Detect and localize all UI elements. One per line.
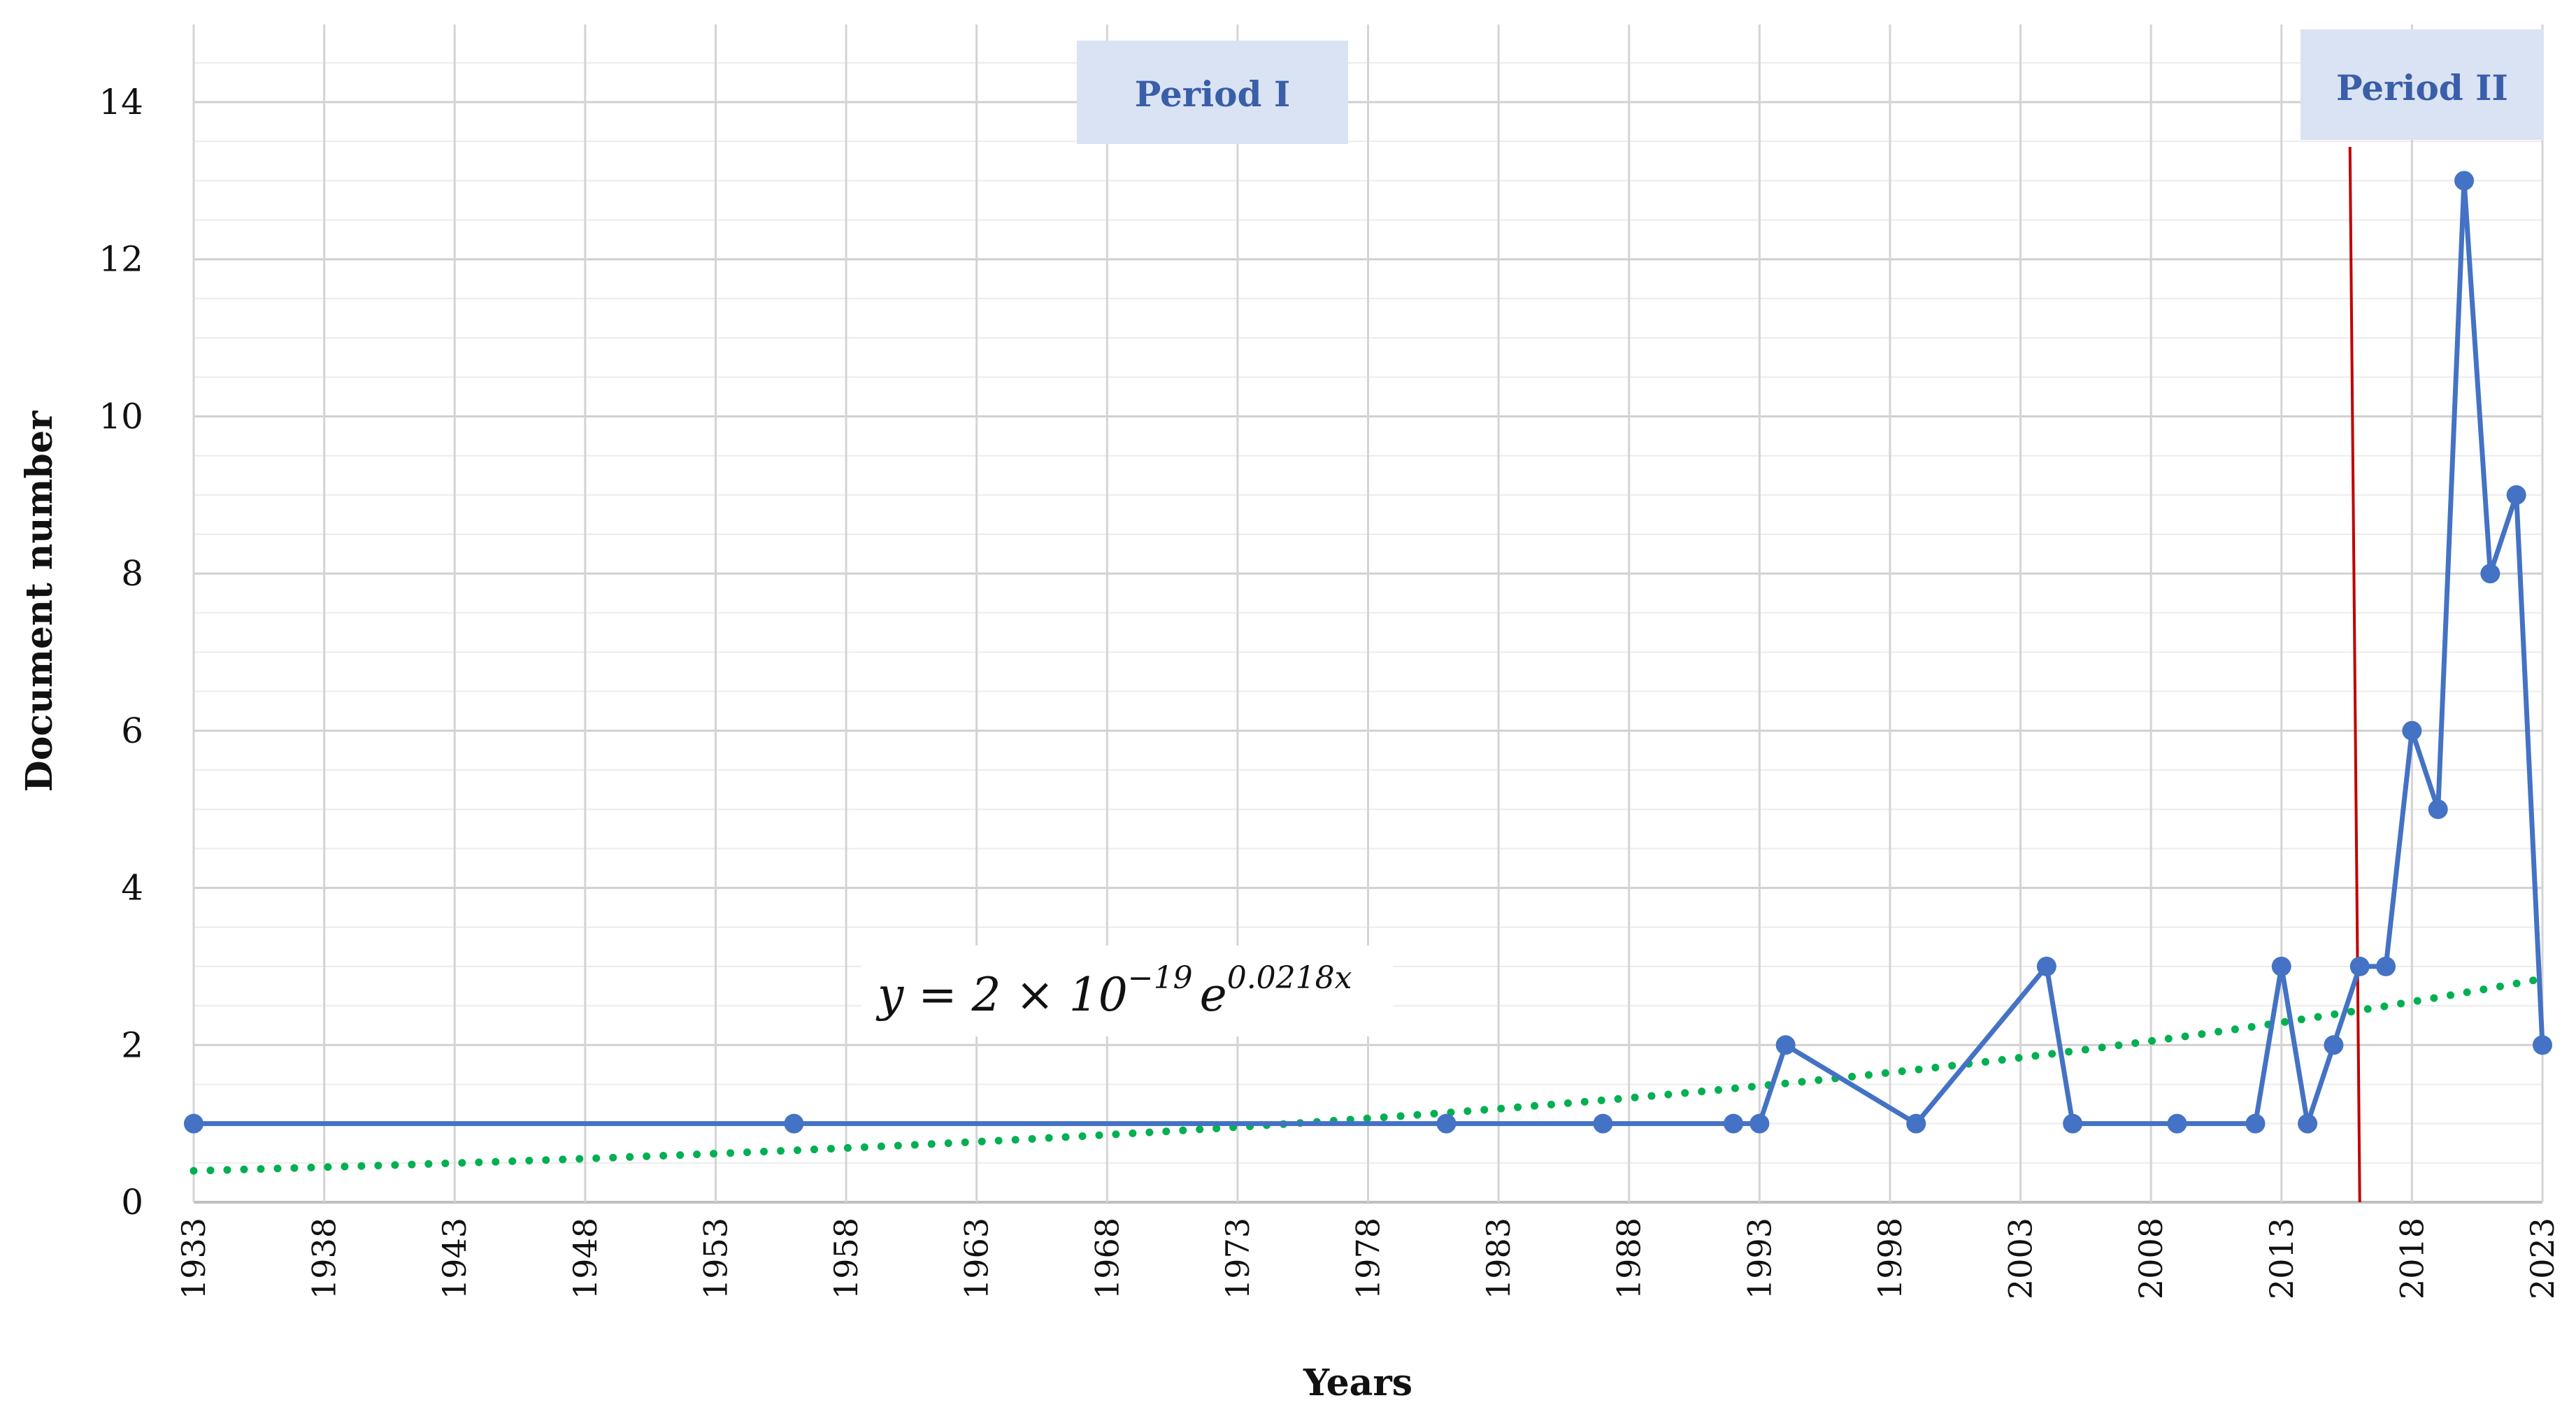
data-point (2454, 171, 2475, 191)
data-point (2376, 956, 2396, 976)
data-point (2402, 720, 2422, 741)
period-2-text: Period II (2336, 67, 2508, 108)
equation-prefix: y = 2 × 10 (875, 968, 1128, 1022)
data-point (784, 1113, 804, 1134)
equation-e: e (1200, 968, 1227, 1022)
x-axis-title: Years (1303, 1362, 1412, 1404)
x-tick-label: 1948 (566, 1218, 604, 1299)
data-point (2533, 1035, 2552, 1055)
y-tick-label: 4 (121, 868, 143, 908)
data-point (2036, 956, 2056, 976)
data-point (1749, 1113, 1770, 1134)
data-point (2324, 1035, 2344, 1055)
data-point (2428, 799, 2448, 820)
y-tick-label: 8 (121, 553, 143, 594)
x-tick-label: 2013 (2263, 1218, 2300, 1299)
x-tick-label: 1973 (1219, 1218, 1257, 1299)
exponential-trendline (189, 974, 2547, 1175)
y-tick-label: 10 (99, 396, 143, 436)
period-divider-line (2348, 146, 2361, 1203)
period-1-label: Period I (1077, 41, 1348, 144)
x-tick-label: 1963 (958, 1218, 996, 1299)
x-tick-label: 1953 (696, 1218, 734, 1299)
period-2-box (2300, 29, 2544, 140)
equation-text: y = 2 × 10−19 e0.0218x (875, 960, 1352, 1022)
period-1-text: Period I (1135, 73, 1291, 115)
x-tick-label: 2008 (2132, 1218, 2170, 1299)
trendline-path (189, 974, 2547, 1175)
data-point (1775, 1035, 1796, 1055)
y-axis-tick-labels: 0 2 4 6 8 10 12 14 (99, 82, 143, 1222)
data-point (2349, 956, 2370, 976)
x-tick-label: 1993 (1740, 1218, 1778, 1299)
y-tick-label: 14 (99, 82, 143, 122)
x-tick-label: 1978 (1350, 1218, 1387, 1299)
data-point (1724, 1113, 1744, 1134)
x-axis-tick-labels: 1933 1938 1943 1948 1953 1958 1963 1968 1973 1978… (175, 1218, 2561, 1299)
x-tick-label: 1983 (1480, 1218, 1517, 1299)
y-axis-title: Document number (18, 411, 61, 792)
equation-exponent: −19 (1128, 960, 1193, 996)
x-tick-label: 2023 (2524, 1218, 2561, 1299)
x-tick-label: 1943 (436, 1218, 473, 1299)
data-point (2298, 1113, 2318, 1134)
data-point (1593, 1113, 1613, 1134)
data-point (1906, 1113, 1926, 1134)
x-tick-label: 2003 (2002, 1218, 2040, 1299)
y-tick-label: 2 (121, 1025, 143, 1065)
trendline-equation: y = 2 × 10−19 e0.0218x (861, 946, 1393, 1036)
x-tick-label: 1933 (175, 1218, 213, 1299)
y-tick-label: 0 (121, 1182, 143, 1222)
x-tick-label: 1988 (1610, 1218, 1648, 1299)
x-tick-label: 1938 (306, 1218, 343, 1299)
period-2-label: Period II (2300, 29, 2544, 140)
period-1-box (1077, 41, 1348, 144)
equation-background (861, 946, 1393, 1036)
data-point (1436, 1113, 1457, 1134)
divider-line (2348, 146, 2361, 1203)
document-series (184, 171, 2552, 1134)
data-point (2506, 485, 2526, 505)
y-tick-label: 12 (99, 239, 143, 280)
y-tick-label: 6 (121, 711, 143, 751)
data-point (2245, 1113, 2266, 1134)
equation-e-exponent: 0.0218x (1227, 960, 1352, 996)
x-tick-label: 1958 (827, 1218, 865, 1299)
x-tick-label: 1998 (1871, 1218, 1909, 1299)
data-point (184, 1113, 203, 1134)
data-point (2063, 1113, 2083, 1134)
data-point (2271, 956, 2291, 976)
x-tick-label: 2018 (2393, 1218, 2431, 1299)
x-tick-label: 1968 (1088, 1218, 1126, 1299)
data-point (2167, 1113, 2187, 1134)
data-point (2480, 564, 2500, 584)
